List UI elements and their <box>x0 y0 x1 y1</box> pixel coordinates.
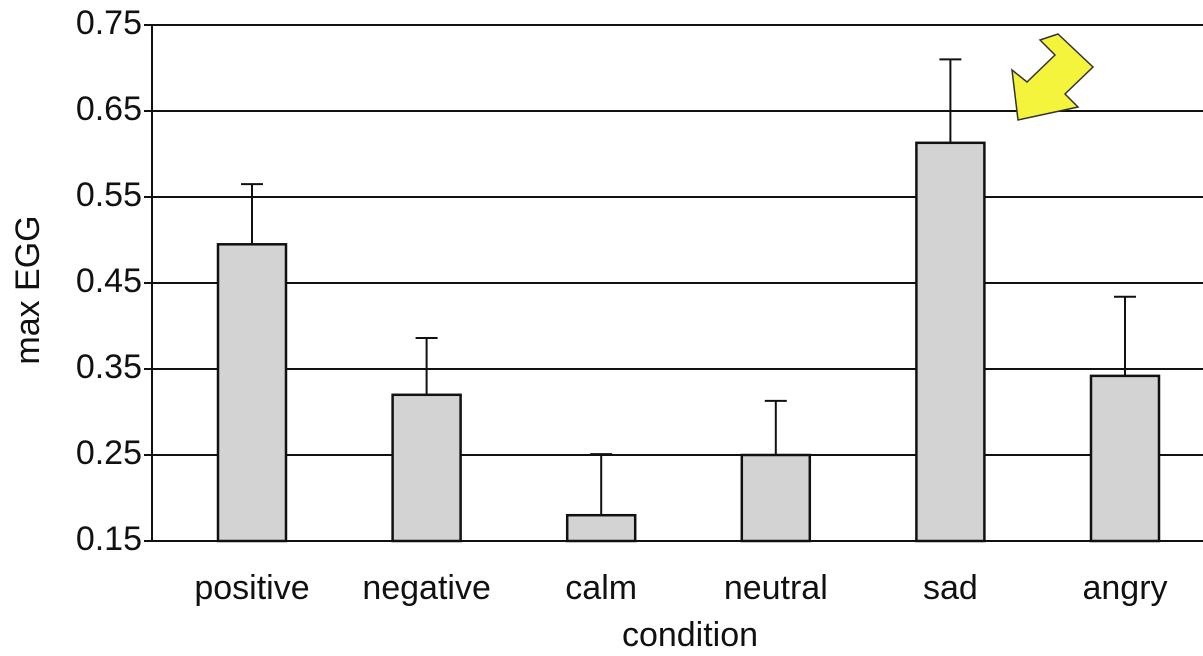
y-tick-label: 0.25 <box>76 434 142 472</box>
bar <box>915 141 986 543</box>
x-tick-label: negative <box>362 569 491 607</box>
x-tick-label: neutral <box>724 569 828 607</box>
x-tick-label: angry <box>1082 569 1167 607</box>
y-tick-label: 0.65 <box>76 90 142 128</box>
y-axis-label: max EGG <box>9 215 47 364</box>
y-tick-label: 0.35 <box>76 348 142 386</box>
bar <box>565 513 637 543</box>
y-tick-label: 0.75 <box>76 4 142 42</box>
bar <box>740 453 812 543</box>
y-tick-label: 0.45 <box>76 262 142 300</box>
y-tick-label: 0.55 <box>76 176 142 214</box>
bar <box>391 393 462 543</box>
x-tick-label: sad <box>923 569 978 607</box>
bar <box>216 243 288 543</box>
x-tick-label: calm <box>565 569 637 607</box>
bar <box>1089 374 1161 543</box>
arrow-annotation <box>1011 33 1095 121</box>
y-tick-label: 0.15 <box>76 520 142 558</box>
x-tick-label: positive <box>194 569 309 607</box>
x-axis-label: condition <box>622 616 758 654</box>
